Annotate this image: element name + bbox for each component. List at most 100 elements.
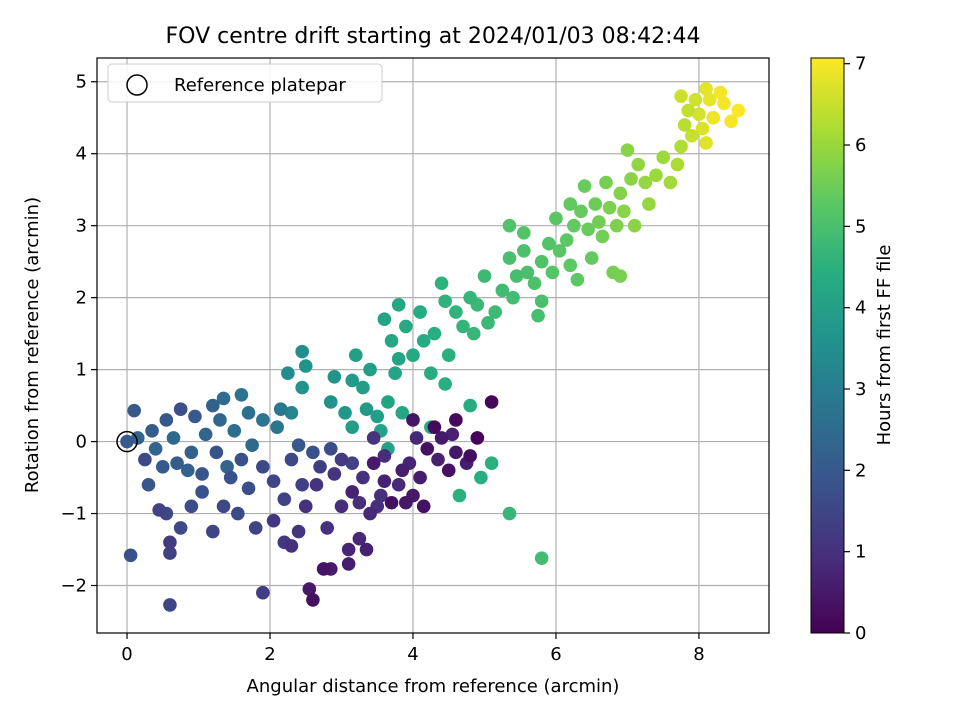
data-point <box>463 290 477 305</box>
data-point <box>341 557 356 571</box>
data-point <box>674 139 688 154</box>
data-point <box>163 598 177 612</box>
data-point <box>173 521 188 535</box>
reference-point-fill <box>120 434 134 449</box>
data-point <box>374 488 388 503</box>
data-point <box>363 362 377 377</box>
data-point <box>449 305 463 319</box>
data-point <box>520 265 535 280</box>
y-tick-label: 3 <box>76 216 87 237</box>
data-point <box>677 118 692 132</box>
data-point <box>123 548 138 563</box>
data-point <box>395 405 410 420</box>
data-point <box>474 470 488 485</box>
data-point <box>466 326 481 341</box>
data-point <box>441 463 456 478</box>
data-point <box>352 495 367 510</box>
data-point <box>692 107 706 121</box>
data-point <box>495 283 510 298</box>
data-point <box>399 495 413 510</box>
data-point <box>502 506 517 521</box>
data-point <box>206 524 220 539</box>
data-point <box>731 103 746 118</box>
data-point <box>488 305 502 319</box>
data-point <box>163 546 177 560</box>
data-point <box>291 438 306 452</box>
data-point <box>434 276 449 291</box>
data-point <box>399 319 413 334</box>
data-point <box>695 121 710 136</box>
data-point <box>148 441 163 456</box>
legend-label: Reference platepar <box>174 75 346 96</box>
data-point <box>699 82 713 96</box>
data-point <box>406 348 420 363</box>
data-point <box>306 445 320 460</box>
data-point <box>234 387 249 402</box>
data-point <box>356 380 370 395</box>
data-point <box>527 276 542 291</box>
data-point <box>534 254 549 269</box>
colorbar-ticks: 0 1 2 3 4 5 6 7 <box>844 54 866 644</box>
data-point <box>159 413 174 427</box>
data-point <box>484 395 499 409</box>
data-point <box>298 359 313 373</box>
data-point <box>334 452 349 467</box>
data-point <box>316 562 331 576</box>
y-tick-label: −1 <box>60 504 87 525</box>
data-point <box>223 470 238 485</box>
colorbar-tick-label: 3 <box>855 379 866 400</box>
data-point <box>502 251 517 265</box>
x-tick-label: 0 <box>121 644 132 665</box>
data-point <box>377 474 392 488</box>
data-point <box>409 431 424 445</box>
legend-marker <box>126 74 148 96</box>
data-point <box>306 593 320 607</box>
data-point <box>574 204 588 219</box>
data-point <box>542 236 556 251</box>
y-tick-label: 4 <box>76 144 87 165</box>
data-point <box>627 218 642 233</box>
data-point <box>377 312 392 327</box>
data-point <box>413 305 427 319</box>
y-tick-label: 1 <box>76 360 87 381</box>
legend: Reference platepar <box>107 63 383 103</box>
data-point <box>359 542 374 557</box>
data-point <box>188 409 202 424</box>
data-point <box>599 175 613 190</box>
x-tick-label: 4 <box>407 644 418 665</box>
data-point <box>209 445 224 460</box>
data-point <box>366 456 381 470</box>
data-point <box>509 269 524 283</box>
data-point <box>216 499 231 514</box>
scatter-points <box>116 82 746 612</box>
data-point <box>570 272 585 287</box>
data-point <box>206 398 220 413</box>
data-point <box>295 380 309 395</box>
x-tick-label: 8 <box>693 644 704 665</box>
data-point <box>638 175 653 190</box>
data-point <box>449 413 463 427</box>
data-point <box>681 103 696 118</box>
data-point <box>327 370 342 384</box>
data-point <box>577 179 592 193</box>
data-point <box>506 290 520 305</box>
data-point <box>452 488 467 503</box>
data-point <box>345 456 360 470</box>
data-point <box>406 413 420 427</box>
data-point <box>377 449 392 463</box>
colorbar <box>810 57 845 634</box>
data-point <box>609 218 624 233</box>
x-tick-label: 6 <box>550 644 561 665</box>
data-point <box>391 477 406 492</box>
data-point <box>674 89 688 103</box>
data-point <box>231 506 245 521</box>
data-point <box>595 229 610 244</box>
data-point <box>381 395 395 409</box>
data-point <box>323 441 338 456</box>
data-point <box>549 211 563 226</box>
data-point <box>416 334 431 348</box>
data-point <box>438 294 452 309</box>
grid <box>97 58 769 633</box>
x-axis-label: Angular distance from reference (arcmin) <box>247 676 620 697</box>
